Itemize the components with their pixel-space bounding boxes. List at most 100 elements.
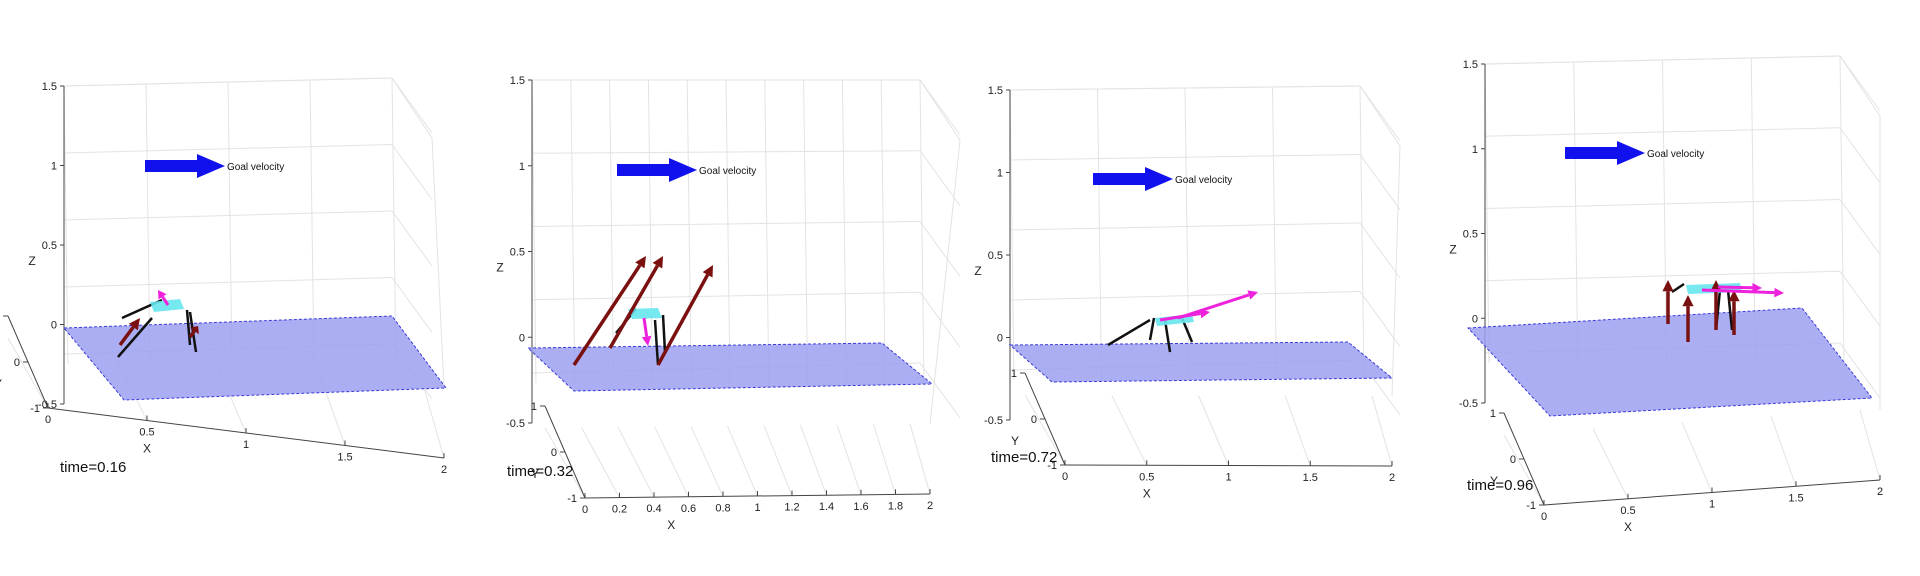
z-gridline-side [1839, 199, 1881, 255]
x-tick-label: 1 [754, 502, 760, 514]
z-tick-label: 0 [519, 332, 525, 344]
z-gridline-side [1359, 291, 1401, 347]
z-gridline [1009, 222, 1361, 231]
robot-leg [1148, 317, 1156, 341]
floor-gridline [836, 424, 862, 495]
x-tick-label: 1.5 [337, 452, 352, 464]
z-gridline [1009, 154, 1361, 161]
z-axis-label: Z [28, 254, 35, 268]
body-velocity-arrow [158, 290, 170, 306]
floor-gridline [617, 426, 655, 498]
goal-velocity-arrow [145, 154, 225, 178]
contact-force-arrow [608, 256, 663, 349]
y-tick-label: 0 [14, 357, 20, 369]
floor-gridline [1592, 428, 1629, 499]
body-velocity-arrow-head [1199, 308, 1210, 319]
z-tick-label: 1 [1472, 144, 1478, 156]
x-tick-label: 2 [441, 464, 447, 476]
x-gridline [880, 79, 886, 384]
z-tick-label: 0.5 [510, 247, 525, 259]
x-axis-label: X [143, 442, 151, 456]
z-gridline [1484, 199, 1841, 209]
x-tick-label: 0.4 [646, 503, 661, 515]
goal-arrow-shaft [145, 160, 199, 172]
x-gridline [919, 79, 925, 384]
robot-leg [1726, 289, 1734, 331]
floor-gridline [1198, 395, 1229, 466]
floor-gridline [1681, 422, 1713, 493]
contact-force-arrow [188, 326, 199, 339]
z-tick-label: 1.5 [988, 85, 1003, 97]
time-label: time=0.96 [1467, 477, 1533, 494]
x-tick-label: 1 [243, 439, 249, 451]
x-gridline [1359, 85, 1365, 381]
z-tick-label: 0 [997, 333, 1003, 345]
y-axis-label: Y [1011, 434, 1019, 448]
body-velocity-arrow-shaft [161, 295, 170, 306]
time-label: time=0.72 [991, 449, 1057, 466]
x-gridline [686, 79, 692, 384]
floor-gridline [873, 424, 896, 495]
x-tick-label: 0.6 [681, 503, 696, 515]
x-tick-label: 0 [1541, 511, 1547, 523]
robot-leg [117, 317, 153, 358]
y-axis-label: Y [0, 377, 2, 391]
z-gridline [63, 210, 393, 221]
ground-plane [1466, 307, 1873, 417]
z-gridline [1009, 291, 1361, 301]
time-label: time=0.16 [60, 459, 126, 476]
floor-gridline [1859, 409, 1881, 481]
floor-gridline [800, 425, 827, 496]
x-gridline [725, 79, 731, 384]
floor-gridline [727, 425, 758, 497]
x-gridline [1272, 86, 1277, 381]
y-tick-label: -1 [1526, 500, 1536, 512]
contact-force-arrow-head [1662, 280, 1674, 292]
z-gridline-side [1839, 55, 1881, 112]
z-gridline [1484, 127, 1841, 137]
contact-force-arrow-shaft [188, 329, 196, 339]
goal-velocity-arrow [1565, 141, 1645, 165]
z-gridline-side [919, 221, 961, 277]
z-gridline [63, 277, 393, 288]
plot-canvas: -0.5 0 0.5 1 1.5 Z 0 0.5 1 1.5 2 X -1 0 1 Y Goal velocit… [1449, 55, 1883, 534]
goal-velocity-label: Goal velocity [1647, 149, 1704, 160]
z-tick-label: 1 [51, 161, 57, 173]
y-tick-label: 1 [1011, 368, 1017, 380]
contact-force-arrow [1682, 295, 1694, 342]
x-tick-label: 0 [1062, 471, 1068, 483]
contact-force-arrow [118, 318, 140, 347]
goal-arrow-head [1145, 167, 1173, 191]
x-tick-label: 1.5 [1303, 472, 1318, 484]
x-tick-label: 1 [1225, 472, 1231, 484]
x-gridline [63, 85, 69, 365]
x-tick-label: 0.5 [139, 427, 154, 439]
z-axis-label: Z [1449, 243, 1456, 257]
floor-gridline [1770, 416, 1797, 487]
x-tick-label: 1.2 [784, 502, 799, 514]
z-gridline-side [391, 210, 433, 267]
goal-velocity-label: Goal velocity [227, 162, 284, 173]
goal-velocity-arrow [1093, 167, 1173, 191]
x-gridline [1839, 55, 1845, 364]
z-tick-label: 0 [51, 320, 57, 332]
plot-canvas: -0.5 0 0.5 1 1.5 Z 0 0.2 0.4 0.6 0.8 1 1.2 1.4 1.6 1.8 2… [496, 75, 961, 532]
contact-force-arrow-head [635, 256, 646, 269]
contact-force-arrow-shaft [656, 273, 710, 366]
z-tick-label: 1 [519, 161, 525, 173]
x-gridline [1097, 88, 1102, 381]
floor-gridline [654, 426, 689, 498]
ground-plane [526, 342, 934, 392]
x-axis-label: X [667, 518, 675, 532]
x-gridline [609, 79, 615, 384]
y-tick-label: -1 [1047, 460, 1057, 472]
goal-arrow-shaft [617, 164, 671, 176]
contact-force-arrow-shaft [608, 264, 659, 349]
x-gridline [1573, 61, 1579, 364]
time-label: time=0.32 [507, 463, 573, 480]
z-tick-label: 0.5 [42, 240, 57, 252]
body-velocity-arrow-head [1774, 287, 1784, 298]
plot-panel-4: -0.5 0 0.5 1 1.5 Z 0 0.5 1 1.5 2 X -1 0 1 Y Goal velocit… [1440, 0, 1920, 576]
x-gridline [841, 79, 847, 384]
